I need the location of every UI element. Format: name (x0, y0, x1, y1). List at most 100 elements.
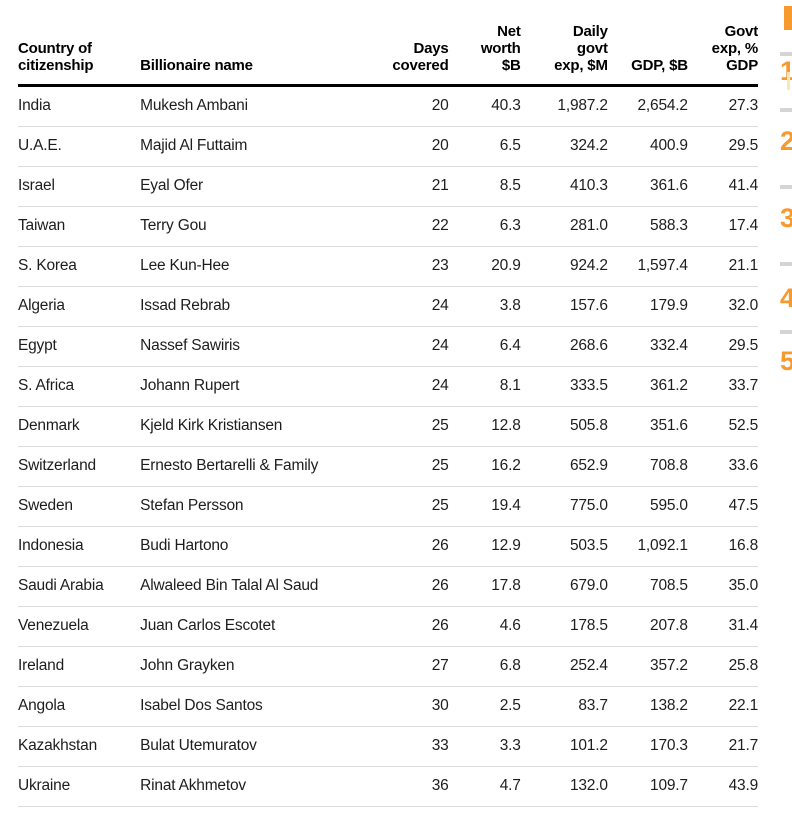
cell-billionaire-name: Ernesto Bertarelli & Family (140, 446, 371, 487)
cell-net-worth: 4.6 (448, 606, 521, 647)
cell-net-worth: 12.9 (448, 526, 521, 567)
rank-number-1-clipped: 1 (780, 56, 792, 86)
cell-daily-govt-exp: 157.6 (520, 286, 608, 327)
cell-days-covered: 27 (370, 646, 449, 687)
cell-billionaire-name: Juan Carlos Escotet (140, 606, 371, 647)
cell-net-worth: 3.3 (448, 726, 521, 767)
cell-billionaire-name: Isabel Dos Santos (140, 686, 371, 727)
clipped-gray-dash (780, 330, 792, 334)
cell-billionaire-name: John Grayken (140, 646, 371, 687)
cell-govt-exp-pct-gdp: 47.5 (687, 486, 758, 527)
cell-gdp: 207.8 (607, 606, 688, 647)
cell-govt-exp-pct-gdp: 52.5 (687, 406, 758, 447)
table-row: Venezuela Juan Carlos Escotet 26 4.6 178… (18, 606, 758, 647)
cell-billionaire-name: Majid Al Futtaim (140, 126, 371, 167)
rank-number-3-clipped: 3 (780, 203, 792, 233)
cell-gdp: 170.3 (607, 726, 688, 767)
cell-days-covered: 20 (370, 85, 449, 127)
cell-billionaire-name: Rinat Akhmetov (140, 766, 371, 807)
cell-gdp: 708.8 (607, 446, 688, 487)
cell-gdp: 357.2 (607, 646, 688, 687)
rank-number-2-clipped: 2 (780, 126, 792, 156)
cell-net-worth: 8.1 (448, 366, 521, 407)
table-row: Ireland John Grayken 27 6.8 252.4 357.2 … (18, 646, 758, 687)
cell-gdp: 351.6 (607, 406, 688, 447)
table-row: Indonesia Budi Hartono 26 12.9 503.5 1,0… (18, 526, 758, 567)
table-row: Ukraine Rinat Akhmetov 36 4.7 132.0 109.… (18, 766, 758, 807)
cell-govt-exp-pct-gdp: 25.8 (687, 646, 758, 687)
cell-days-covered: 26 (370, 526, 449, 567)
cell-billionaire-name: Issad Rebrab (140, 286, 371, 327)
cell-net-worth: 12.8 (448, 406, 521, 447)
cell-country: Venezuela (18, 606, 141, 647)
col-header-govt-exp-pct-gdp: Govt exp, % GDP (687, 0, 758, 87)
cell-days-covered: 26 (370, 606, 449, 647)
col-header-billionaire-name: Billionaire name (140, 0, 371, 87)
table-row: Taiwan Terry Gou 22 6.3 281.0 588.3 17.4 (18, 206, 758, 247)
table-row: U.A.E. Majid Al Futtaim 20 6.5 324.2 400… (18, 126, 758, 167)
cell-country: Ireland (18, 646, 141, 687)
cell-gdp: 1,092.1 (607, 526, 688, 567)
col-header-gdp: GDP, $B (607, 0, 688, 87)
cell-gdp: 1,597.4 (607, 246, 688, 287)
clipped-orange-block (784, 6, 792, 30)
cell-daily-govt-exp: 775.0 (520, 486, 608, 527)
cell-days-covered: 24 (370, 286, 449, 327)
cell-gdp: 361.6 (607, 166, 688, 207)
cell-daily-govt-exp: 1,987.2 (520, 85, 608, 127)
cell-country: Indonesia (18, 526, 141, 567)
cell-days-covered: 26 (370, 566, 449, 607)
table-row: Kazakhstan Bulat Utemuratov 33 3.3 101.2… (18, 726, 758, 767)
cell-country: Denmark (18, 406, 141, 447)
cell-daily-govt-exp: 101.2 (520, 726, 608, 767)
cell-govt-exp-pct-gdp: 33.6 (687, 446, 758, 487)
cell-country: Saudi Arabia (18, 566, 141, 607)
cell-country: Israel (18, 166, 141, 207)
cell-country: India (18, 85, 141, 127)
cell-net-worth: 20.9 (448, 246, 521, 287)
cell-govt-exp-pct-gdp: 32.0 (687, 286, 758, 327)
cell-daily-govt-exp: 503.5 (520, 526, 608, 567)
cell-country: Sweden (18, 486, 141, 527)
cell-govt-exp-pct-gdp: 27.3 (687, 85, 758, 127)
cell-gdp: 179.9 (607, 286, 688, 327)
header-row: Country of citizenship Billionaire name … (18, 0, 758, 87)
cell-net-worth: 17.8 (448, 566, 521, 607)
cell-days-covered: 20 (370, 126, 449, 167)
cell-days-covered: 30 (370, 686, 449, 727)
cell-days-covered: 23 (370, 246, 449, 287)
cell-daily-govt-exp: 83.7 (520, 686, 608, 727)
table-row: Angola Isabel Dos Santos 30 2.5 83.7 138… (18, 686, 758, 727)
table-row: Denmark Kjeld Kirk Kristiansen 25 12.8 5… (18, 406, 758, 447)
cell-days-covered: 24 (370, 366, 449, 407)
cell-net-worth: 6.4 (448, 326, 521, 367)
cell-net-worth: 6.5 (448, 126, 521, 167)
cell-govt-exp-pct-gdp: 41.4 (687, 166, 758, 207)
cell-days-covered: 21 (370, 166, 449, 207)
cell-billionaire-name: Alwaleed Bin Talal Al Saud (140, 566, 371, 607)
table-row: Algeria Issad Rebrab 24 3.8 157.6 179.9 … (18, 286, 758, 327)
cell-gdp: 2,654.2 (607, 85, 688, 127)
cell-daily-govt-exp: 178.5 (520, 606, 608, 647)
cell-net-worth: 2.5 (448, 686, 521, 727)
cell-net-worth: 8.5 (448, 166, 521, 207)
cell-net-worth: 6.3 (448, 206, 521, 247)
cell-daily-govt-exp: 132.0 (520, 766, 608, 807)
clipped-gray-dash (780, 108, 792, 112)
cell-govt-exp-pct-gdp: 31.4 (687, 606, 758, 647)
cell-gdp: 595.0 (607, 486, 688, 527)
cell-net-worth: 40.3 (448, 85, 521, 127)
cell-govt-exp-pct-gdp: 35.0 (687, 566, 758, 607)
cell-net-worth: 3.8 (448, 286, 521, 327)
cell-billionaire-name: Terry Gou (140, 206, 371, 247)
cell-days-covered: 33 (370, 726, 449, 767)
cell-country: Kazakhstan (18, 726, 141, 767)
cell-govt-exp-pct-gdp: 43.9 (687, 766, 758, 807)
table-row: Saudi Arabia Alwaleed Bin Talal Al Saud … (18, 566, 758, 607)
table-row: India Mukesh Ambani 20 40.3 1,987.2 2,65… (18, 85, 758, 127)
table-row: S. Africa Johann Rupert 24 8.1 333.5 361… (18, 366, 758, 407)
rank-stem-decoration (787, 72, 790, 90)
table-body: India Mukesh Ambani 20 40.3 1,987.2 2,65… (18, 85, 758, 807)
col-header-daily-govt-exp: Daily govt exp, $M (520, 0, 608, 87)
cell-daily-govt-exp: 924.2 (520, 246, 608, 287)
